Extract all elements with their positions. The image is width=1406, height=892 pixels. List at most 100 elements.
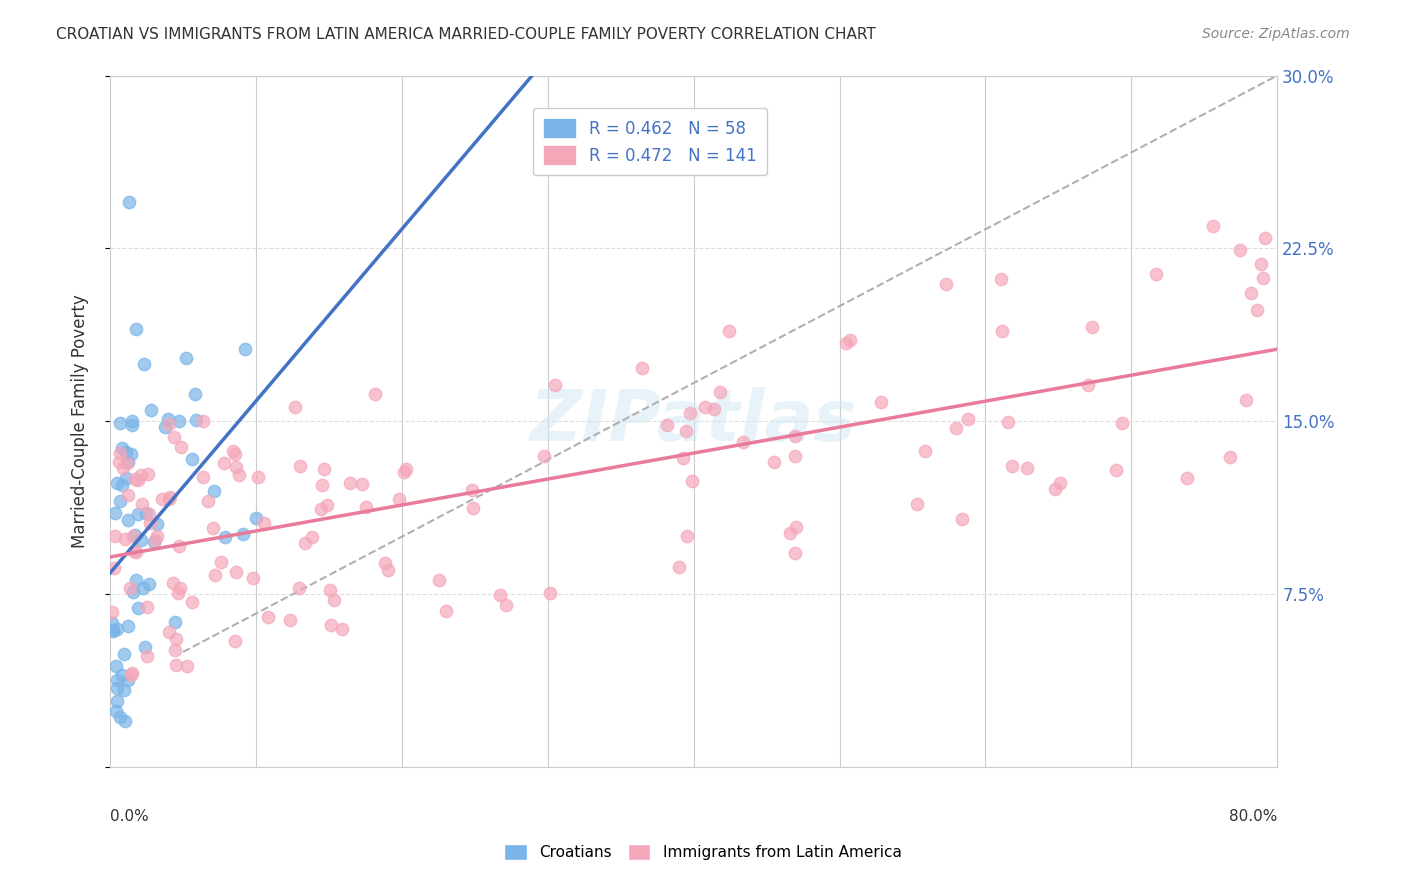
Immigrants from Latin America	[278, 613, 301, 627]
Croatians	[125, 322, 148, 336]
Immigrants from Latin America	[225, 566, 247, 580]
Immigrants from Latin America	[538, 586, 561, 600]
Immigrants from Latin America	[1105, 463, 1128, 477]
Immigrants from Latin America	[193, 469, 215, 483]
Immigrants from Latin America	[163, 430, 186, 444]
Text: 80.0%: 80.0%	[1229, 809, 1277, 824]
Croatians	[117, 673, 139, 688]
Immigrants from Latin America	[762, 455, 785, 469]
Immigrants from Latin America	[139, 516, 162, 530]
Immigrants from Latin America	[311, 477, 333, 491]
Croatians	[214, 530, 236, 544]
Immigrants from Latin America	[668, 560, 690, 574]
Legend: R = 0.462   N = 58, R = 0.472   N = 141: R = 0.462 N = 58, R = 0.472 N = 141	[533, 108, 768, 176]
Immigrants from Latin America	[319, 583, 342, 598]
Croatians	[101, 615, 124, 630]
Immigrants from Latin America	[242, 570, 264, 584]
Croatians	[112, 683, 135, 698]
Immigrants from Latin America	[212, 456, 235, 470]
Croatians	[114, 714, 136, 728]
Croatians	[117, 513, 139, 527]
Croatians	[143, 534, 166, 549]
Immigrants from Latin America	[228, 467, 250, 482]
Immigrants from Latin America	[544, 378, 567, 392]
Immigrants from Latin America	[693, 400, 716, 414]
Immigrants from Latin America	[170, 441, 193, 455]
Immigrants from Latin America	[321, 617, 343, 632]
Immigrants from Latin America	[945, 421, 967, 435]
Immigrants from Latin America	[224, 634, 246, 648]
Croatians	[101, 623, 124, 637]
Immigrants from Latin America	[209, 555, 232, 569]
Croatians	[146, 517, 169, 532]
Immigrants from Latin America	[124, 472, 146, 486]
Immigrants from Latin America	[290, 459, 312, 474]
Immigrants from Latin America	[191, 414, 214, 428]
Immigrants from Latin America	[117, 488, 139, 502]
Croatians	[117, 618, 139, 632]
Immigrants from Latin America	[914, 444, 936, 458]
Immigrants from Latin America	[489, 588, 512, 602]
Immigrants from Latin America	[990, 324, 1012, 338]
Text: 0.0%: 0.0%	[110, 809, 149, 824]
Croatians	[181, 452, 204, 467]
Immigrants from Latin America	[1077, 377, 1099, 392]
Immigrants from Latin America	[631, 361, 654, 376]
Immigrants from Latin America	[127, 473, 149, 487]
Immigrants from Latin America	[434, 604, 457, 618]
Croatians	[235, 343, 257, 357]
Immigrants from Latin America	[224, 447, 246, 461]
Croatians	[135, 506, 157, 520]
Immigrants from Latin America	[108, 455, 131, 469]
Immigrants from Latin America	[1219, 450, 1241, 464]
Immigrants from Latin America	[101, 605, 124, 619]
Immigrants from Latin America	[1240, 286, 1263, 301]
Croatians	[124, 528, 146, 542]
Immigrants from Latin America	[103, 560, 125, 574]
Croatians	[107, 673, 129, 687]
Immigrants from Latin America	[657, 417, 679, 432]
Immigrants from Latin America	[284, 401, 307, 415]
Immigrants from Latin America	[733, 434, 755, 449]
Croatians	[108, 416, 131, 430]
Immigrants from Latin America	[905, 497, 928, 511]
Croatians	[120, 447, 142, 461]
Croatians	[129, 533, 152, 548]
Immigrants from Latin America	[350, 476, 373, 491]
Croatians	[139, 402, 162, 417]
Immigrants from Latin America	[136, 648, 159, 663]
Immigrants from Latin America	[339, 476, 361, 491]
Immigrants from Latin America	[252, 516, 274, 530]
Immigrants from Latin America	[117, 456, 139, 470]
Immigrants from Latin America	[146, 529, 169, 543]
Croatians	[163, 615, 186, 629]
Immigrants from Latin America	[675, 425, 697, 439]
Croatians	[108, 710, 131, 724]
Croatians	[112, 647, 135, 661]
Immigrants from Latin America	[461, 500, 484, 515]
Immigrants from Latin America	[121, 666, 143, 681]
Immigrants from Latin America	[176, 658, 198, 673]
Immigrants from Latin America	[120, 667, 142, 681]
Immigrants from Latin America	[783, 546, 806, 560]
Immigrants from Latin America	[1081, 320, 1104, 334]
Croatians	[127, 507, 149, 521]
Croatians	[104, 658, 127, 673]
Immigrants from Latin America	[779, 525, 801, 540]
Croatians	[124, 573, 146, 587]
Immigrants from Latin America	[1234, 392, 1257, 407]
Immigrants from Latin America	[159, 490, 181, 504]
Immigrants from Latin America	[256, 610, 278, 624]
Croatians	[184, 413, 207, 427]
Immigrants from Latin America	[1049, 475, 1071, 490]
Immigrants from Latin America	[676, 529, 699, 543]
Immigrants from Latin America	[957, 412, 980, 426]
Text: Source: ZipAtlas.com: Source: ZipAtlas.com	[1202, 27, 1350, 41]
Croatians	[134, 640, 156, 655]
Croatians	[121, 414, 143, 428]
Croatians	[111, 441, 134, 455]
Croatians	[108, 493, 131, 508]
Croatians	[117, 455, 139, 469]
Immigrants from Latin America	[717, 324, 740, 338]
Immigrants from Latin America	[143, 533, 166, 548]
